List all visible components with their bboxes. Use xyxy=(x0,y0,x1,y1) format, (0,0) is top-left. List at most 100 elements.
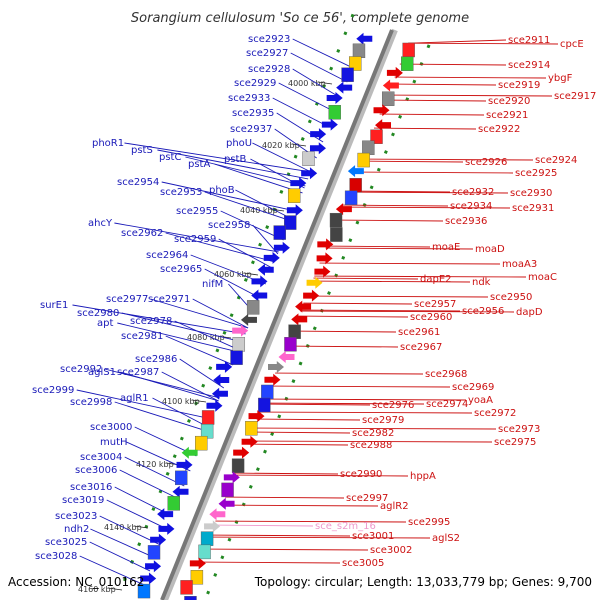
gene-label[interactable]: sce2914 xyxy=(508,60,550,71)
gene-label[interactable]: sce2917 xyxy=(554,91,596,102)
gene-label[interactable]: dapE2 xyxy=(420,274,452,285)
gene-label[interactable]: sce2925 xyxy=(515,168,557,179)
gene-label[interactable]: pstA xyxy=(188,159,210,170)
gene-label[interactable]: sce2973 xyxy=(498,424,540,435)
gene-label[interactable]: sce2974 xyxy=(426,399,468,410)
gene-label[interactable]: sce3002 xyxy=(370,545,412,556)
gene-label[interactable]: sce3005 xyxy=(342,558,384,569)
gene-label[interactable]: sce2957 xyxy=(414,299,456,310)
gene-label[interactable]: sce2979 xyxy=(362,415,404,426)
gene-label[interactable]: sce2968 xyxy=(425,369,467,380)
gene-label[interactable]: moaE xyxy=(432,242,460,253)
gene-label[interactable]: sce2956 xyxy=(462,306,504,317)
gene-label[interactable]: sce2992 xyxy=(60,364,102,375)
gene-label[interactable]: sce2998 xyxy=(70,397,112,408)
gene-label[interactable]: sce2926 xyxy=(465,157,507,168)
gene-label[interactable]: sce2922 xyxy=(478,124,520,135)
gene-label[interactable]: yoaA xyxy=(468,395,493,406)
gene-label[interactable]: sce2969 xyxy=(452,382,494,393)
gene-label[interactable]: sce2930 xyxy=(510,188,552,199)
gene-label[interactable]: sce2920 xyxy=(488,96,530,107)
gene-label[interactable]: nifM xyxy=(202,279,223,290)
gene-label[interactable]: aglR2 xyxy=(380,501,409,512)
gene-label[interactable]: moaC xyxy=(528,272,557,283)
gene-label[interactable]: sce2971 xyxy=(148,294,190,305)
gene-label[interactable]: sce2935 xyxy=(232,108,274,119)
gene-label[interactable]: sce3025 xyxy=(45,537,87,548)
gene-label[interactable]: sce2967 xyxy=(400,342,442,353)
gene-label[interactable]: sce2937 xyxy=(230,124,272,135)
gene-label[interactable]: phoB xyxy=(209,185,235,196)
gene-label[interactable]: ybgF xyxy=(548,73,573,84)
gene-label[interactable]: sce3001 xyxy=(352,531,394,542)
gene-label[interactable]: sce2976 xyxy=(372,400,414,411)
gene-label[interactable]: sce2975 xyxy=(494,437,536,448)
gene-label[interactable]: sce2960 xyxy=(410,312,452,323)
gene-label[interactable]: sce2997 xyxy=(346,493,388,504)
gene-label[interactable]: pstC xyxy=(159,152,181,163)
gene-label[interactable]: sce3000 xyxy=(90,422,132,433)
gene-label[interactable]: sce2959 xyxy=(174,234,216,245)
gene-label[interactable]: sce2927 xyxy=(246,48,288,59)
gene-label[interactable]: sce2924 xyxy=(535,155,577,166)
gene-label[interactable]: sce2986 xyxy=(135,354,177,365)
gene-label[interactable]: aglS1 xyxy=(88,367,116,378)
gene-label[interactable]: sce2911 xyxy=(508,35,550,46)
gene-label[interactable]: sce3006 xyxy=(75,465,117,476)
gene-label[interactable]: sce2933 xyxy=(228,93,270,104)
gene-label[interactable]: phoR1 xyxy=(92,138,124,149)
gene-label[interactable]: sce2977 xyxy=(106,294,148,305)
gene-label[interactable]: cpcE xyxy=(560,39,584,50)
gene-label[interactable]: pstB xyxy=(224,154,246,165)
gene-label[interactable]: mutH xyxy=(100,437,128,448)
gene-label[interactable]: hppA xyxy=(410,471,436,482)
gene-label[interactable]: sce2980 xyxy=(77,308,119,319)
gene-label[interactable]: sce2981 xyxy=(121,331,163,342)
gene-label[interactable]: moaA3 xyxy=(502,259,537,270)
gene-label[interactable]: sce2931 xyxy=(512,203,554,214)
gene-label[interactable]: sce2958 xyxy=(208,220,250,231)
gene-label[interactable]: sce2932 xyxy=(452,187,494,198)
gene-label[interactable]: sce2962 xyxy=(121,228,163,239)
gene-label[interactable]: ndk xyxy=(472,277,491,288)
gene-label[interactable]: sce3028 xyxy=(35,551,77,562)
gene-label[interactable]: sce2995 xyxy=(408,517,450,528)
gene-label[interactable]: sce2982 xyxy=(352,428,394,439)
gene-label[interactable]: surE1 xyxy=(40,300,68,311)
gene-label[interactable]: aglR1 xyxy=(120,393,149,404)
gene-label[interactable]: sce2929 xyxy=(234,78,276,89)
gene-label[interactable]: sce2987 xyxy=(117,367,159,378)
gene-label[interactable]: sce2999 xyxy=(32,385,74,396)
gene-label[interactable]: sce2978 xyxy=(130,316,172,327)
gene-label[interactable]: sce3019 xyxy=(62,495,104,506)
gene-label[interactable]: sce2990 xyxy=(340,469,382,480)
gene-label[interactable]: sce3016 xyxy=(70,482,112,493)
gene-label[interactable]: sce3004 xyxy=(80,452,122,463)
gene-label[interactable]: aglS2 xyxy=(432,533,460,544)
gene-label[interactable]: sce3023 xyxy=(55,511,97,522)
gene-label[interactable]: sce2934 xyxy=(450,201,492,212)
gene-label[interactable]: sce2921 xyxy=(486,110,528,121)
gene-label[interactable]: sce_s2m_16 xyxy=(315,521,376,532)
gene-label[interactable]: sce2954 xyxy=(117,177,159,188)
gene-label[interactable]: sce2936 xyxy=(445,216,487,227)
gene-label[interactable]: sce2972 xyxy=(474,408,516,419)
gene-label[interactable]: ndh2 xyxy=(64,524,89,535)
gene-label[interactable]: sce2988 xyxy=(350,440,392,451)
gene-label[interactable]: sce2950 xyxy=(490,292,532,303)
gene-label[interactable]: sce2928 xyxy=(248,64,290,75)
gene-label[interactable]: pstS xyxy=(131,145,153,156)
gene-label[interactable]: sce2953 xyxy=(160,187,202,198)
gene-label[interactable]: sce2961 xyxy=(398,327,440,338)
gene-label[interactable]: sce2919 xyxy=(498,80,540,91)
gene-label[interactable]: sce2964 xyxy=(146,250,188,261)
gene-label[interactable]: apt xyxy=(97,318,113,329)
gene-label[interactable]: ahcY xyxy=(88,218,113,229)
gene-labels[interactable]: sce2923 sce2927 sce2928 sce2929 sce2933 sce29… xyxy=(32,34,596,569)
gene-label[interactable]: phoU xyxy=(226,138,252,149)
gene-label[interactable]: sce2955 xyxy=(176,206,218,217)
gene-label[interactable]: moaD xyxy=(475,244,505,255)
gene-label[interactable]: dapD xyxy=(516,307,543,318)
gene-label[interactable]: sce2965 xyxy=(160,264,202,275)
gene-label[interactable]: sce2923 xyxy=(248,34,290,45)
